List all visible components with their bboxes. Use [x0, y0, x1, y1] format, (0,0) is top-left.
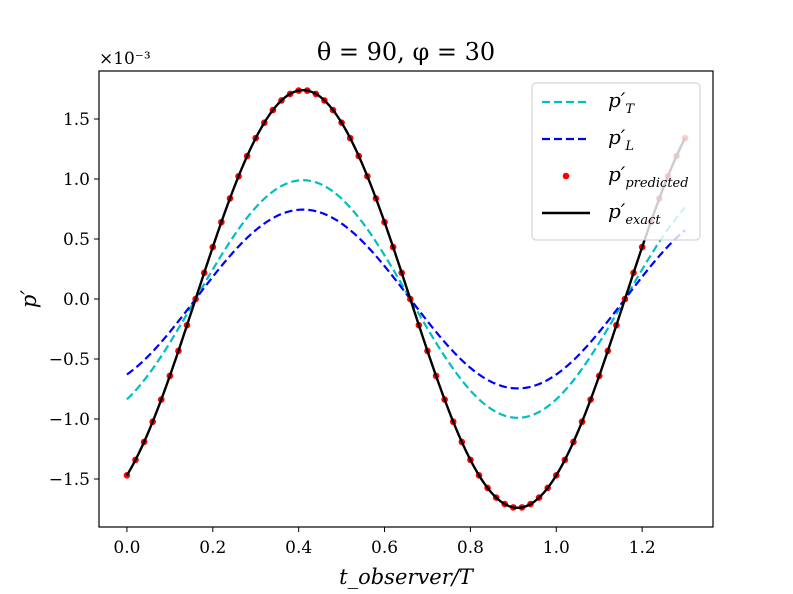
legend-label-main: p′	[608, 88, 626, 112]
y-scale-label: ×10⁻³	[99, 49, 151, 69]
y-tick-label: −0.5	[49, 350, 90, 370]
legend-label-sub: T	[625, 102, 635, 117]
series-line-L	[126, 208, 686, 390]
legend-label-exact: p′exact	[608, 199, 661, 228]
legend-label-T: p′T	[608, 88, 635, 117]
legend-label-sub: predicted	[625, 176, 688, 191]
series-line-exact	[125, 88, 687, 510]
y-tick-label: 1.0	[63, 170, 90, 190]
legend-label-sub: exact	[625, 213, 661, 228]
x-tick-label: 0.6	[371, 538, 398, 558]
legend-label-main: p′	[608, 162, 626, 186]
legend-label-sub: L	[624, 139, 634, 154]
series-layer	[123, 87, 689, 511]
y-tick-label: 0.5	[63, 230, 90, 250]
y-tick-label: −1.0	[49, 410, 90, 430]
series-line-T	[126, 179, 686, 419]
x-tick-label: 0.0	[113, 538, 140, 558]
x-tick-label: 0.8	[457, 538, 484, 558]
legend-label-main: p′	[608, 199, 626, 223]
legend-label-main: p′	[608, 125, 626, 149]
x-axis: 0.0 0.2 0.4 0.6 0.8 1.0 1.2	[113, 527, 656, 558]
x-axis-label: t_observer/T	[339, 565, 475, 589]
legend-marker-predicted	[562, 172, 570, 180]
x-tick-label: 0.2	[199, 538, 226, 558]
chart-title: θ = 90, φ = 30	[317, 38, 495, 66]
y-tick-label: 0.0	[63, 290, 90, 310]
y-axis-label: p′	[17, 290, 41, 308]
legend-label-L: p′L	[608, 125, 634, 154]
x-tick-label: 1.2	[629, 538, 656, 558]
x-tick-label: 0.4	[285, 538, 312, 558]
x-tick-label: 1.0	[543, 538, 570, 558]
y-tick-label: 1.5	[63, 110, 90, 130]
y-tick-label: −1.5	[49, 470, 90, 490]
legend-label-predicted: p′predicted	[608, 162, 689, 191]
legend-box	[531, 82, 701, 241]
y-axis: −1.5 −1.0 −0.5 0.0 0.5 1.0 1.5	[49, 110, 99, 490]
